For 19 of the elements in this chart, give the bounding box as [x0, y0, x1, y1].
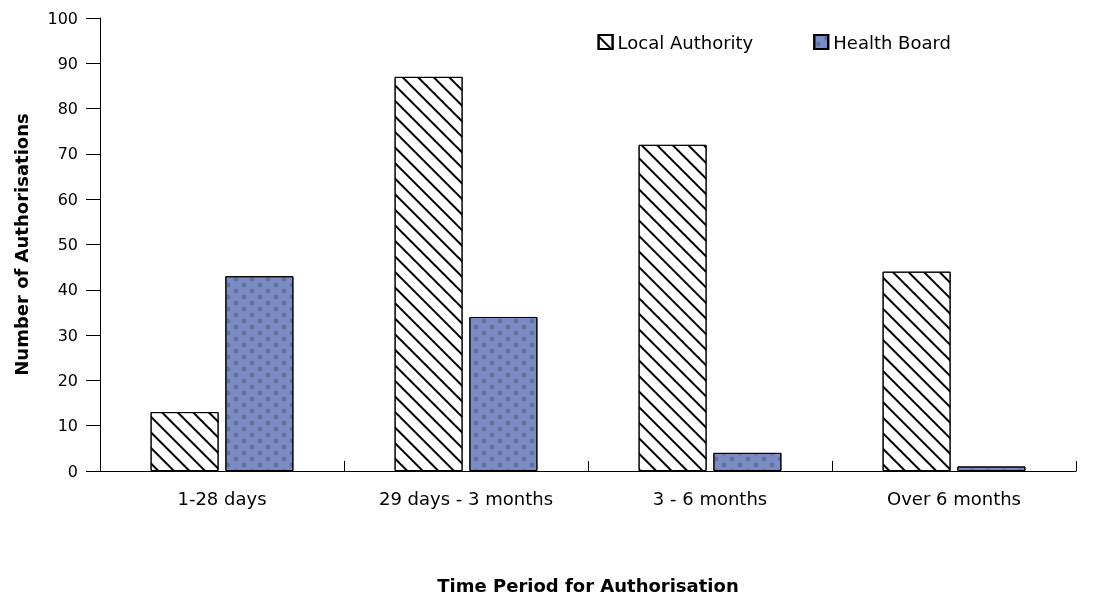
y-axis-title: Number of Authorisations — [10, 113, 32, 376]
y-tick-label: 80 — [57, 99, 78, 119]
x-axis-title: Time Period for Authorisation — [437, 574, 739, 596]
y-tick-label: 100 — [47, 8, 78, 28]
y-tick-label: 70 — [57, 144, 78, 164]
x-tick-label: 1-28 days — [177, 487, 267, 509]
y-tick-label: 40 — [57, 280, 78, 300]
x-tick-label: 29 days - 3 months — [378, 487, 554, 509]
y-tick-label: 50 — [57, 235, 78, 254]
y-tick-label: 30 — [57, 325, 78, 345]
x-tick-label: Over 6 months — [887, 487, 1021, 509]
y-tick-label: 90 — [57, 53, 78, 73]
legend-label: Local Authority — [617, 31, 754, 53]
x-tick-label: 3 - 6 months — [652, 487, 768, 509]
y-tick-label: 10 — [57, 416, 78, 436]
y-tick-label: 60 — [57, 189, 78, 209]
y-tick-label: 20 — [57, 370, 78, 390]
y-tick-label: 0 — [67, 461, 78, 481]
legend-label: Health Board — [833, 31, 951, 53]
